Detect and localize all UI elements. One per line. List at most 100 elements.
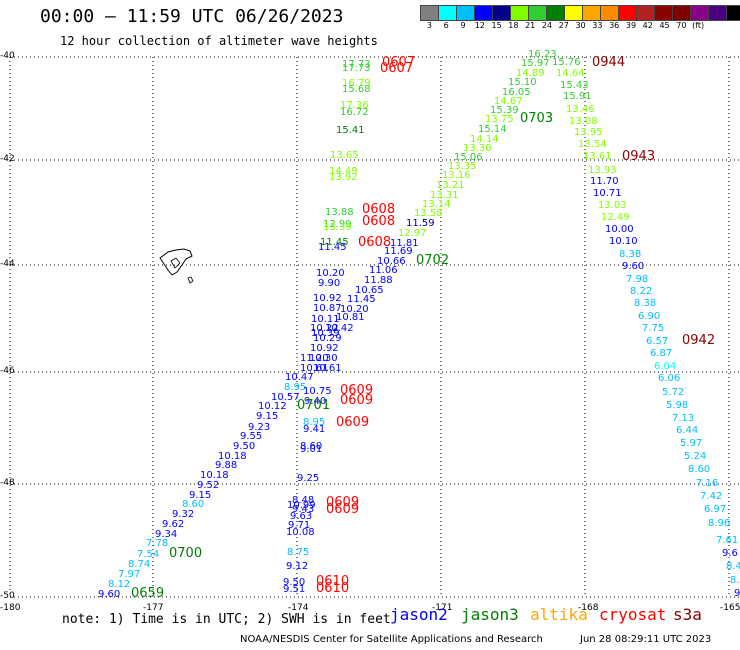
satellite-jason3: jason3 [461,605,519,624]
wave-height-value: 10.18 [218,451,247,462]
wave-height-value: 10.57 [271,392,300,403]
wave-height-value: 7.97 [118,569,140,580]
wave-height-value: 13.35 [448,161,477,172]
legend-label: 12 [474,21,485,30]
island-shape [159,248,194,284]
legend-label: 9 [460,21,466,30]
wave-height-value: 9.01 [300,444,322,455]
wave-height-value: 9.62 [162,519,184,530]
graticule [9,56,740,598]
wave-height-value: 8.60 [688,464,710,475]
wave-height-value: 15.10 [508,77,537,88]
wave-height-value: 15.97 [521,58,550,69]
satellite-jason2: jason2 [390,605,448,624]
wave-height-value: 10.08 [286,527,315,538]
wave-height-value: 10.20 [316,268,345,279]
pass-time-label: 0944 [592,55,625,70]
wave-height-value: 9.32 [172,509,194,520]
wave-height-value: 9.60 [622,261,644,272]
wave-height-value: 10.10 [609,236,638,247]
wave-height-value: 13.58 [414,208,443,219]
lon-label: -180 [0,603,21,613]
wave-height-value: 9.6 [722,548,738,559]
lat-label: -44 [0,259,15,269]
wave-height-value: 10.42 [325,323,354,334]
pass-time-label: 0610 [316,574,349,589]
wave-height-value: 6.44 [676,425,698,436]
wave-height-value: 9.88 [215,460,237,471]
wave-height-value: 11.70 [590,176,619,187]
wave-height-value: 11.06 [369,265,398,276]
wave-height-value: 15.14 [478,124,507,135]
wave-height-value: 10.87 [313,303,342,314]
pass-time-label: 0609 [326,495,359,510]
wave-height-value: 16.72 [340,107,369,118]
wave-height-value: 9.60 [98,589,120,600]
wave-height-value: 10.39 [311,328,340,339]
page-subtitle: 12 hour collection of altimeter wave hei… [60,34,378,48]
wave-height-value: 10.61 [300,363,329,374]
wave-height-value: 11.20 [300,353,329,364]
wave-height-value: 17.73 [342,63,371,74]
legend-label: 24 [541,21,553,30]
wave-height-value: 11.45 [318,242,347,253]
wave-height-value: 6.87 [650,348,672,359]
lat-label: -48 [0,478,15,488]
wave-height-value: 13.31 [430,190,459,201]
wave-height-value: 10.65 [355,285,384,296]
pass-time-label: 0608 [362,202,395,217]
wave-height-value: 13.14 [422,199,451,210]
pass-time-label: 0942 [682,333,715,348]
wave-height-value: 13.88 [325,207,354,218]
wave-height-value: 10.92 [313,293,342,304]
wave-height-value: 5.24 [684,451,706,462]
wave-height-value: 7.16 [696,478,718,489]
wave-height-value: 9.15 [256,411,278,422]
wave-height-value: 8.38 [634,298,656,309]
wave-height-value: 10.61 [313,363,342,374]
satellite-s3a: s3a [673,605,702,624]
color-legend: 3 6 9 12 15 18 21 24 27 30 33 36 39 42 45 70 (ft) [420,5,740,30]
wave-height-value: 6.06 [658,373,680,384]
wave-height-value: 9.6 [734,588,740,599]
legend-label: 33 [592,21,603,30]
legend-label: 3 [426,21,432,30]
pass-time-label: 0703 [520,111,553,126]
wave-height-value: 8.12 [108,579,130,590]
wave-height-value: 8.22 [630,286,652,297]
wave-height-value: 17.73 [342,59,371,70]
legend-label: 42 [642,21,653,30]
wave-height-value: 16.05 [502,87,531,98]
wave-height-value: 9.55 [240,431,262,442]
wave-height-value: 9.50 [233,441,255,452]
generated-timestamp: Jun 28 08:29:11 UTC 2023 [580,634,712,645]
wave-height-value: 11.45 [320,237,349,248]
wave-height-value: 7.54 [137,549,159,560]
wave-height-value: 15.41 [336,125,365,136]
wave-height-value: 6.90 [638,311,660,322]
wave-height-value: 5.72 [662,387,684,398]
wave-height-value: 5.97 [680,438,702,449]
legend-swatches [420,5,740,21]
wave-height-value: 7.61 [716,535,738,546]
satellite-altika: altika [530,605,588,624]
wave-height-value: 10.47 [285,372,314,383]
wave-height-value: 7.42 [700,491,722,502]
wave-height-value: 13.16 [442,170,471,181]
wave-height-value: 9.63 [290,511,312,522]
wave-height-value: 11.69 [384,246,413,257]
wave-height-value: 13.03 [598,200,627,211]
wave-height-value: 12.49 [601,212,630,223]
wave-height-value: 13.39 [323,222,352,233]
legend-label: 45 [659,21,670,30]
wave-height-value: 13.95 [574,127,603,138]
wave-height-value: 10.00 [605,224,634,235]
pass-time-label: 0609 [340,393,373,408]
legend-swatch [726,5,740,21]
wave-height-value: 9.41 [303,424,325,435]
wave-height-value: 15.06 [454,152,483,163]
satellite-cryosat: cryosat [599,605,667,624]
wave-height-value: 8.95 [303,417,325,428]
